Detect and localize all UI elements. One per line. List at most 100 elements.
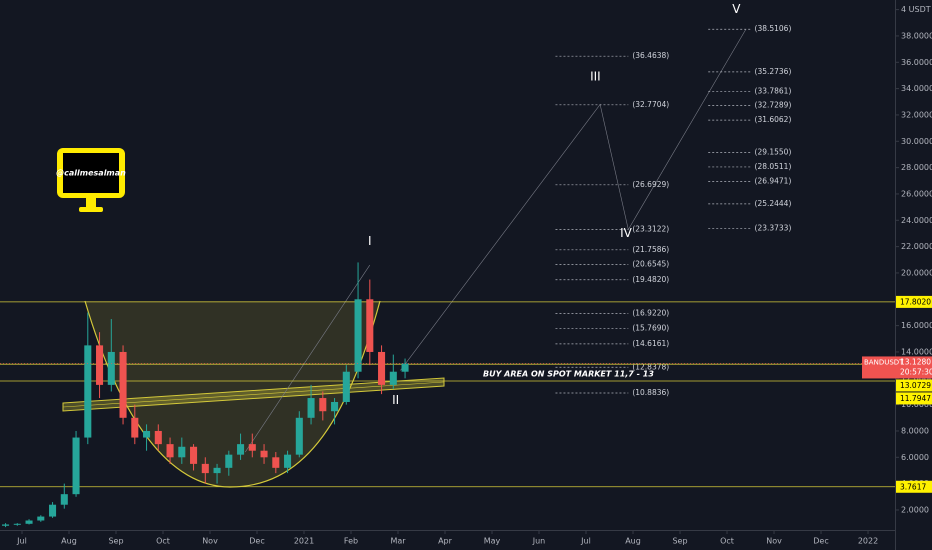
x-tick-label: Oct [720,537,734,546]
candle-body [49,504,57,517]
y-tick-label: 2.0000 [901,505,929,514]
x-tick-label: May [484,537,501,546]
fib-label: (35.2736) [755,67,792,76]
wave-label: III [590,69,601,83]
candle-body [307,398,315,418]
candle-body [154,430,162,445]
candle-body [143,430,151,438]
x-tick-label: Aug [61,537,77,546]
fib-label: (36.4638) [632,51,669,60]
candle-body [166,444,174,458]
y-tick-label: 34.0000 [901,84,932,93]
candle-body [319,398,327,412]
y-tick-label: 36.0000 [901,58,932,67]
fib-label: (28.0511) [755,162,792,171]
x-tick-label: Dec [813,537,828,546]
candle-body [131,417,139,438]
candle-body [201,463,209,474]
fib-label: (29.1550) [755,147,792,156]
x-tick-label: Apr [438,537,453,546]
x-tick-label: Aug [625,537,641,546]
x-tick-label: Jul [580,537,591,546]
wave-label: V [732,2,741,16]
candle-body [178,446,186,458]
candle-body [260,450,268,458]
last-price-box [862,356,932,379]
x-tick-label: Mar [390,537,406,546]
candle-body [295,417,303,455]
candle-body [389,371,397,385]
x-tick-label: Sep [672,537,687,546]
fib-label: (20.6545) [632,259,669,268]
fib-label: (19.4820) [632,275,669,284]
y-tick-label: 8.0000 [901,426,929,435]
wave-path [400,29,747,371]
candle-body [248,444,256,451]
x-tick-label: Jul [16,537,27,546]
x-tick-label: Nov [766,537,782,546]
fib-label: (33.7861) [755,86,792,95]
candle-body [190,446,198,464]
x-tick-label: Oct [156,537,170,546]
candle-body [13,523,21,525]
candle-body [60,494,68,505]
y-tick-label: 30.0000 [901,137,932,146]
x-tick-label: Sep [108,537,123,546]
y-tick-label: 16.0000 [901,321,932,330]
buy-area-text: BUY AREA ON SPOT MARKET 11,7 - 13 [483,370,654,379]
fib-label: (16.9220) [632,308,669,317]
candle-body [225,454,233,468]
fib-label: (15.7690) [632,324,669,333]
x-tick-label: Jun [532,537,546,546]
fib-label: (14.6161) [632,339,669,348]
x-tick-label: Feb [344,537,358,546]
fib-label: (38.5106) [755,24,792,33]
candle-body [401,363,409,372]
fib-label: (32.7289) [755,100,792,109]
fib-label: (10.8836) [632,388,669,397]
candle-body [107,351,115,385]
fib-label: (23.3733) [755,224,792,233]
y-tick-label: 10.0000 [901,400,932,409]
x-tick-label: 2022 [858,537,878,546]
candle-body [84,345,92,438]
fib-label: (21.7586) [632,245,669,254]
candle-body [284,454,292,468]
level-box [896,392,932,405]
trend-line [245,264,371,453]
candle-body [213,467,221,474]
candle-body [354,299,362,372]
level-box [896,295,932,308]
level-label: 13.0729 [900,381,931,390]
wave-label: I [368,234,372,248]
y-tick-label: 32.0000 [901,110,932,119]
level-label: 17.8020 [900,297,931,306]
y-tick-label: 28.0000 [901,163,932,172]
fib-label: (26.9471) [755,176,792,185]
candle-body [378,351,386,385]
y-tick-label: 26.0000 [901,189,932,198]
wave-label: II [392,393,399,407]
fib-label: (26.6929) [632,180,669,189]
fib-label: (12.8378) [632,362,669,371]
candle-body [37,516,45,521]
fib-label: (31.6062) [755,115,792,124]
y-tick-label: 14.0000 [901,347,932,356]
candle-body [342,371,350,402]
candle-body [72,437,80,495]
level-label: 3.7617 [900,482,926,491]
candle-body [2,524,10,526]
y-tick-label: 22.0000 [901,242,932,251]
y-tick-label: 38.0000 [901,31,932,40]
fib-label: (32.7704) [632,100,669,109]
candle-body [272,457,280,468]
level-box [896,379,932,392]
candle-body [331,401,339,412]
symbol-label: BANDUSDT [864,358,904,366]
y-tick-label: 6.0000 [901,453,929,462]
y-tick-label: 24.0000 [901,216,932,225]
x-tick-label: Dec [249,537,264,546]
candle-body [119,351,127,418]
